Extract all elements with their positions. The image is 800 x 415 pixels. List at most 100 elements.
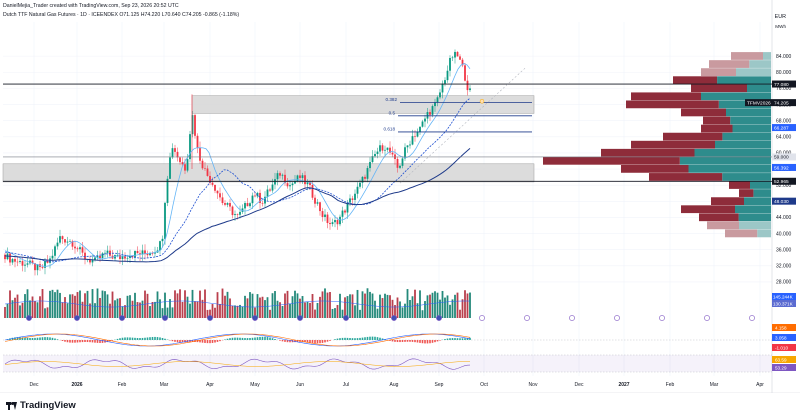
x-tick-label: Sep (435, 382, 444, 388)
candle-body (61, 236, 64, 240)
candle-body (76, 248, 79, 250)
volume-bar (436, 292, 439, 318)
macd-bar (311, 340, 314, 343)
volume-bar (421, 310, 424, 318)
candle-body (201, 160, 204, 169)
macd-bar (271, 338, 274, 340)
macd-bar (289, 340, 291, 343)
candle-body (136, 250, 139, 254)
volume-bar (404, 303, 406, 318)
economic-event-icon (119, 315, 125, 321)
candle-body (141, 250, 144, 255)
x-tick-label: Mar (710, 382, 719, 388)
volume-bar (364, 293, 366, 318)
volume-profile-bar (701, 124, 733, 133)
economic-event-icon (162, 315, 168, 321)
candle-body (71, 240, 74, 247)
volume-bar (334, 308, 336, 318)
macd-bar (211, 340, 214, 343)
volume-profile-bar (701, 92, 771, 101)
volume-bar (51, 289, 54, 318)
candle-body (396, 159, 399, 168)
macd-bar (446, 338, 449, 340)
volume-bar (121, 306, 124, 318)
candle-body (206, 168, 209, 176)
macd-bar (274, 339, 276, 340)
candle-body (9, 253, 11, 263)
candle-body (239, 211, 241, 215)
volume-bar (59, 292, 61, 318)
volume-profile-bar (725, 229, 758, 238)
macd-line (4, 333, 471, 347)
volume-bar (446, 295, 449, 318)
volume-bar (409, 300, 411, 318)
volume-profile-bar (747, 84, 771, 93)
macd-bar (56, 339, 59, 340)
candle-body (104, 252, 106, 254)
volume-bar (281, 306, 284, 318)
price-axis-label-text: 77.080 (774, 82, 789, 88)
volume-bar (66, 303, 69, 318)
price-axis-label (745, 99, 772, 107)
volume-bar (314, 309, 316, 318)
volume-bar (211, 304, 214, 318)
macd-bar (44, 337, 46, 340)
volume-bar (354, 305, 356, 318)
macd-bar (434, 340, 436, 343)
macd-bar (431, 340, 434, 343)
volume-bar (229, 298, 231, 318)
candle-body (91, 260, 94, 263)
economic-event-icon (614, 315, 620, 321)
candle-body (254, 195, 256, 197)
volume-profile-bar (681, 108, 726, 117)
fib-level-label: 0.618 (384, 126, 396, 131)
candle-body (271, 184, 274, 191)
macd-bar (334, 339, 336, 340)
volume-bar (56, 289, 59, 318)
volume-bar (161, 308, 164, 318)
macd-bar (294, 340, 296, 343)
economic-event-icon (207, 315, 213, 321)
ma-50-line (4, 97, 471, 263)
volume-bar (21, 302, 24, 318)
volume-profile-bar (709, 60, 750, 68)
candle-body (346, 202, 349, 213)
macd-bar (314, 340, 316, 344)
volume-bar (131, 300, 134, 318)
candle-body (349, 198, 351, 203)
candle-body (319, 202, 321, 212)
volume-bar (224, 295, 226, 318)
x-tick-label: Jul (343, 382, 349, 388)
candle-body (146, 253, 149, 256)
candle-body (369, 162, 371, 169)
macd-bar (226, 338, 229, 340)
macd-bar (84, 340, 86, 342)
candle-body (361, 176, 364, 183)
volume-axis-label-text: 130.371K (773, 302, 794, 307)
volume-bar (454, 294, 456, 318)
candle-body (334, 220, 336, 223)
volume-bar (321, 291, 324, 318)
macd-bar (439, 340, 441, 341)
volume-bar (146, 293, 149, 318)
volume-bar (74, 295, 76, 318)
macd-bar (141, 337, 144, 340)
macd-bar (459, 338, 461, 340)
economic-event-icon (479, 315, 485, 321)
macd-bar (199, 340, 201, 343)
macd-bar (99, 340, 101, 343)
tradingview-logo[interactable]: TradingView (6, 400, 76, 411)
volume-profile-bar (717, 76, 771, 85)
macd-bar (46, 337, 49, 340)
candle-body (54, 246, 56, 256)
macd-bar (49, 337, 51, 340)
candle-body (351, 198, 354, 200)
volume-bar (306, 301, 309, 318)
volume-bar (6, 303, 9, 318)
volume-bar (196, 301, 199, 318)
candle-body (446, 70, 449, 81)
macd-bar (179, 340, 181, 343)
candle-body (84, 252, 86, 260)
macd-bar (454, 338, 456, 340)
